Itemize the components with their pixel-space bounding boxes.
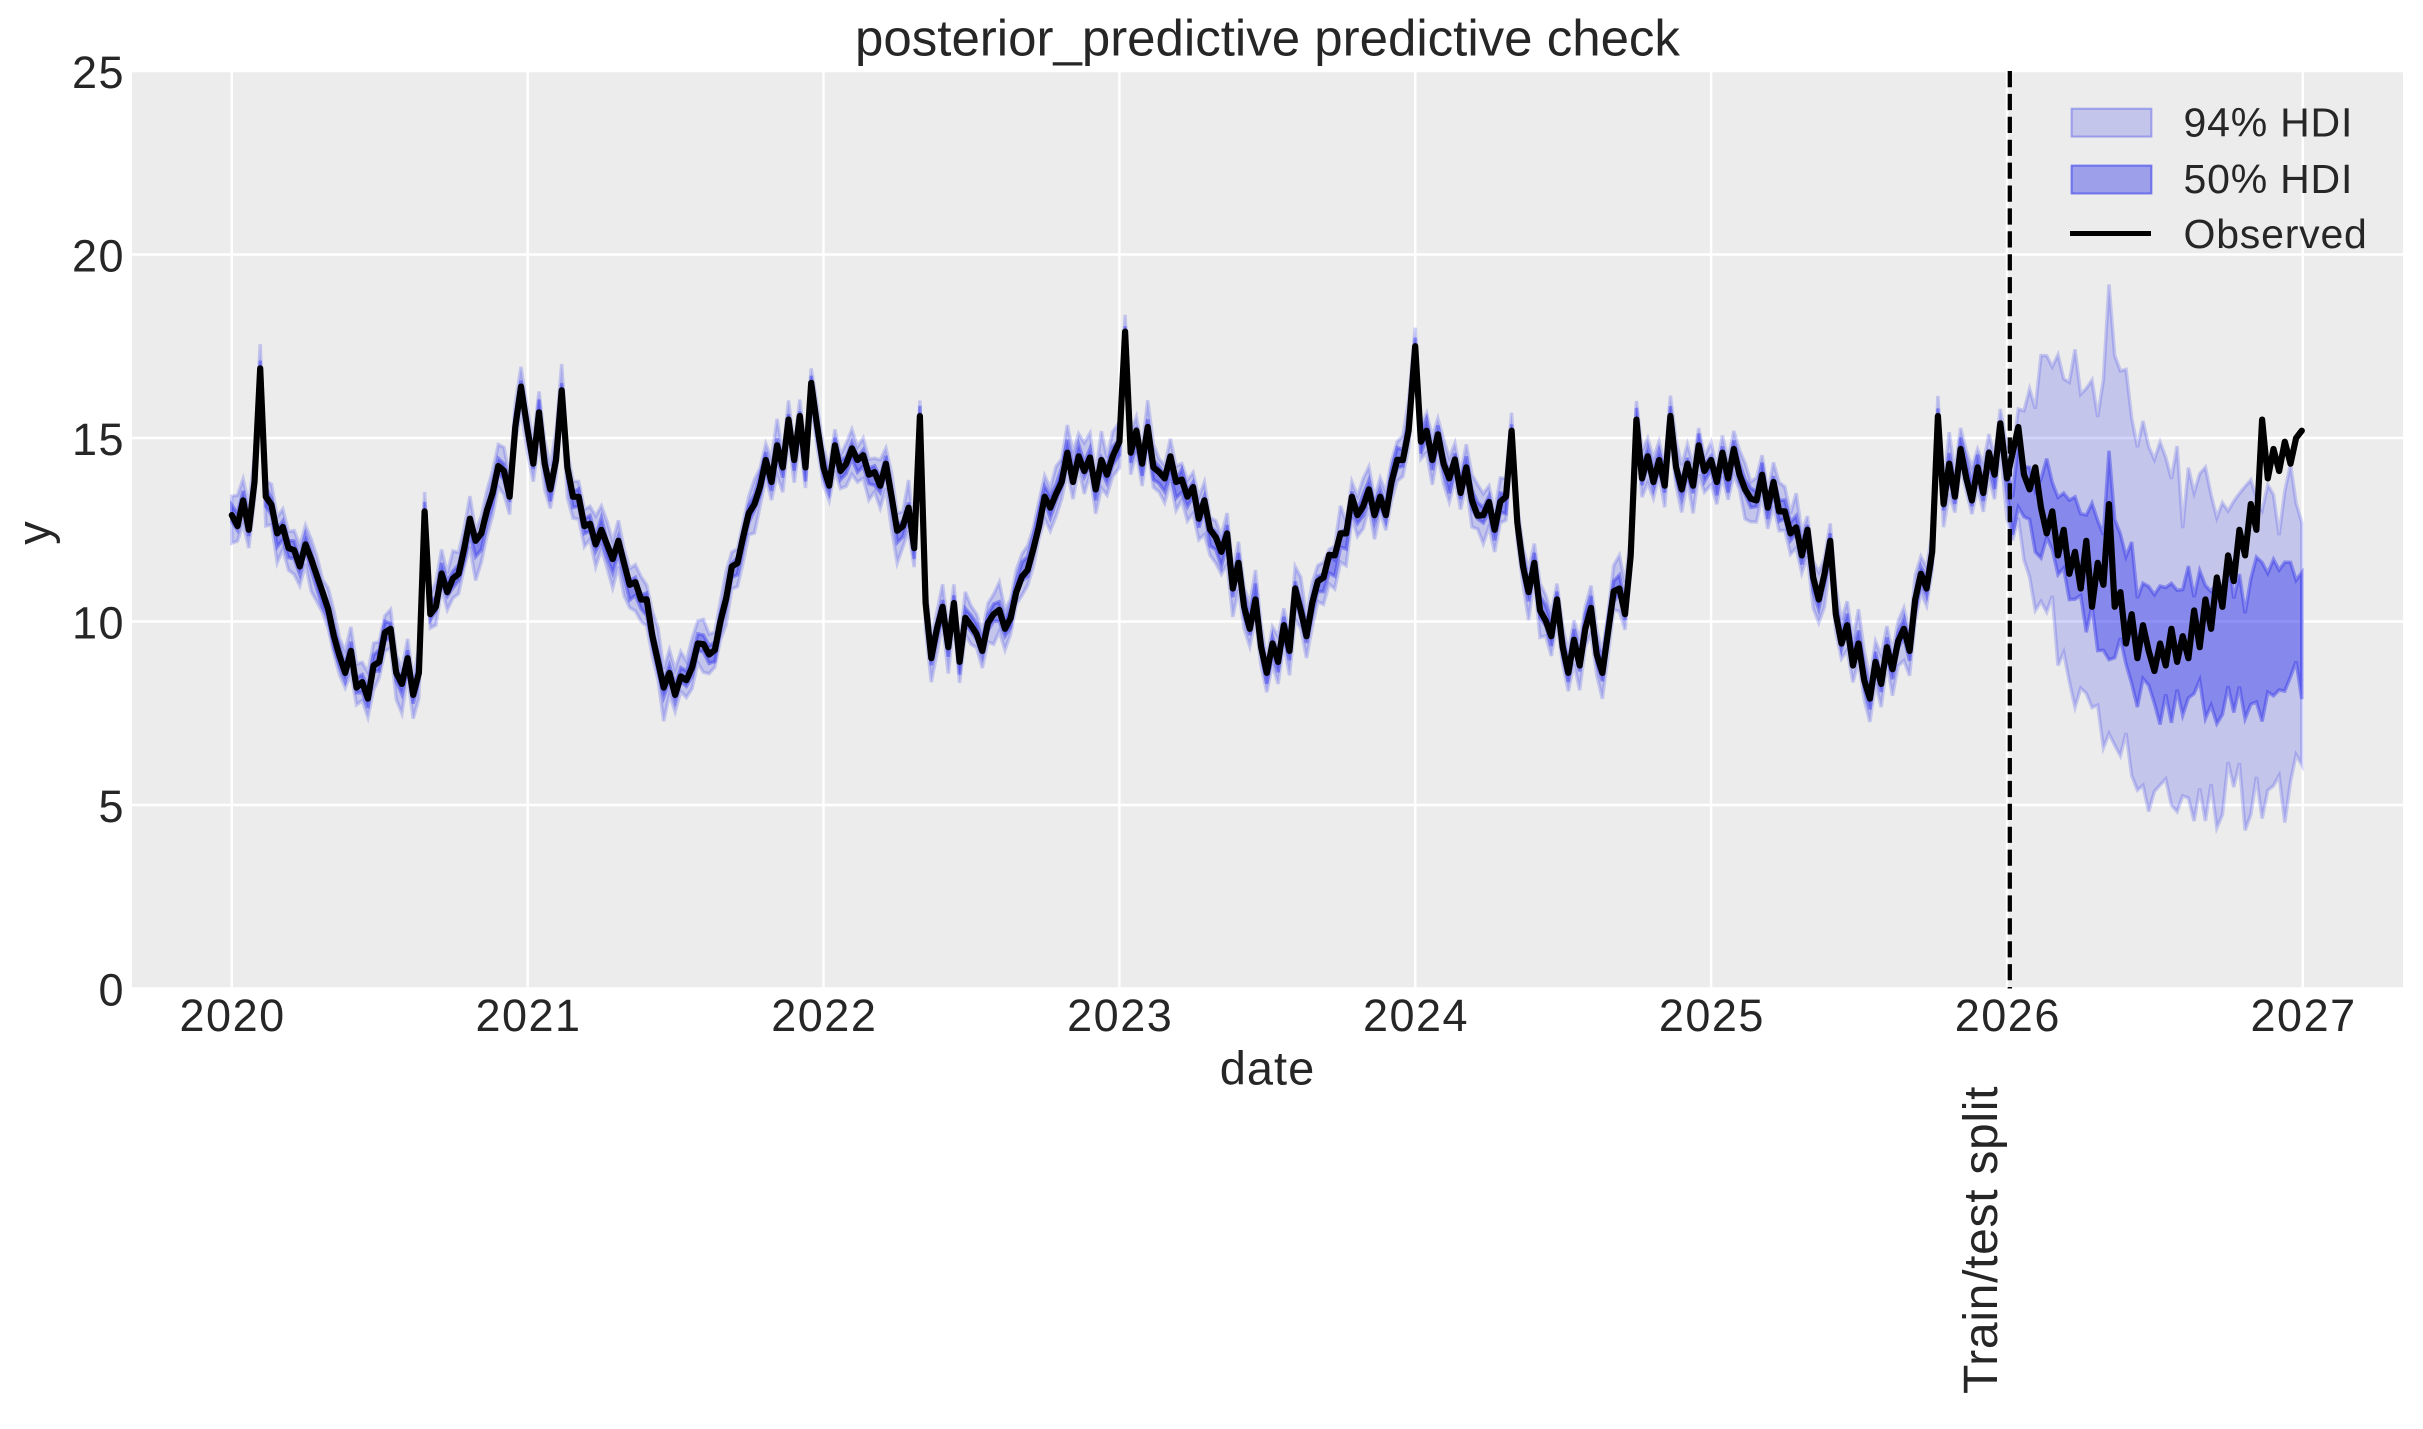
svg-text:2024: 2024 (1363, 990, 1469, 1041)
svg-text:0: 0 (98, 965, 125, 1016)
svg-text:20: 20 (72, 231, 125, 282)
svg-text:Observed: Observed (2184, 211, 2368, 257)
svg-text:5: 5 (98, 781, 125, 832)
svg-text:posterior_predictive predictiv: posterior_predictive predictive check (855, 10, 1680, 67)
svg-text:y: y (7, 521, 60, 545)
svg-text:50% HDI: 50% HDI (2184, 156, 2354, 202)
svg-text:2020: 2020 (180, 990, 286, 1041)
svg-text:15: 15 (72, 414, 125, 465)
svg-text:94% HDI: 94% HDI (2184, 99, 2354, 145)
svg-text:25: 25 (72, 47, 125, 98)
svg-text:2027: 2027 (2251, 990, 2357, 1041)
svg-text:2022: 2022 (771, 990, 877, 1041)
svg-text:10: 10 (72, 598, 125, 649)
svg-text:2023: 2023 (1067, 990, 1173, 1041)
svg-text:date: date (1220, 1041, 1315, 1094)
svg-text:2026: 2026 (1955, 990, 2061, 1041)
svg-text:2021: 2021 (475, 990, 581, 1041)
svg-text:2025: 2025 (1659, 990, 1765, 1041)
svg-text:Train/test split: Train/test split (1955, 1086, 2008, 1394)
